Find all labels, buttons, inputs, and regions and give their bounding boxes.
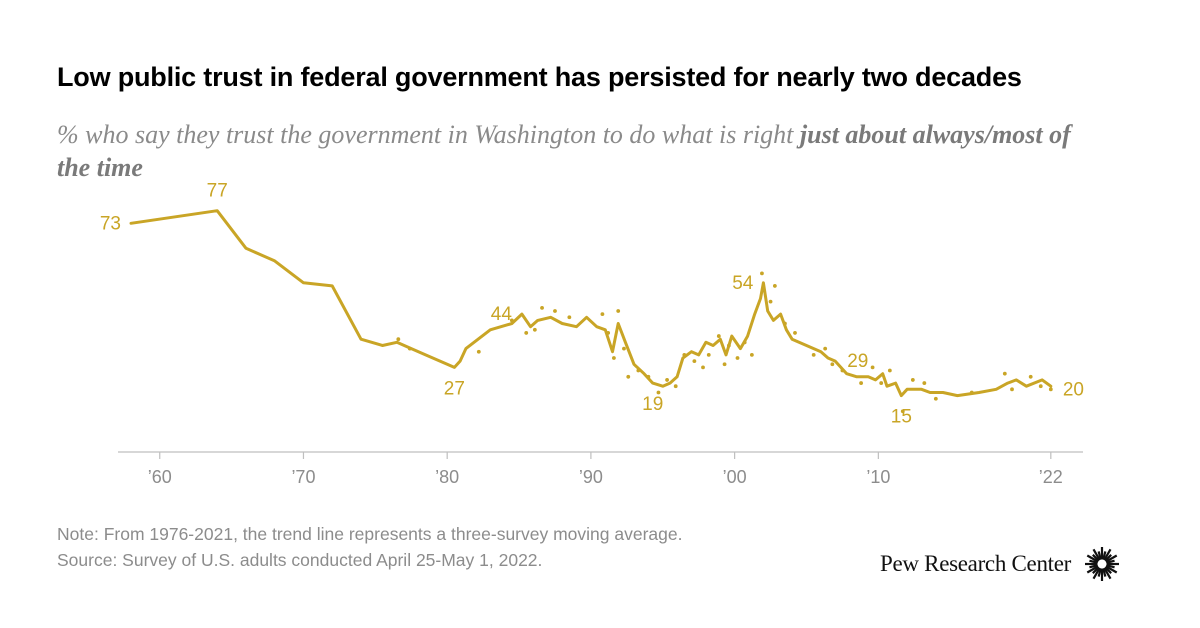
data-label: 29 <box>847 351 868 372</box>
x-tick-label: ’90 <box>579 467 603 487</box>
survey-dot <box>532 327 537 332</box>
brand-name: Pew Research Center <box>880 551 1072 576</box>
data-label: 15 <box>891 407 912 428</box>
logo-ray <box>1089 564 1098 569</box>
survey-dot <box>1010 387 1014 392</box>
note-text: Note: From 1976-2021, the trend line rep… <box>57 524 683 544</box>
survey-dot <box>900 409 905 414</box>
subtitle-plain: % who say they trust the government in W… <box>57 120 800 149</box>
survey-dot <box>772 284 777 288</box>
data-label: 54 <box>732 273 754 294</box>
x-tick-label: ’22 <box>1039 467 1063 487</box>
survey-dot <box>626 374 631 379</box>
survey-dot <box>749 352 754 357</box>
logo-ray <box>1097 568 1102 577</box>
logo-ray <box>1102 568 1107 577</box>
survey-dot <box>811 352 816 357</box>
logo-ray <box>1105 565 1118 574</box>
logo-ray <box>1106 559 1115 564</box>
survey-dot <box>887 368 892 373</box>
survey-dot <box>616 309 621 313</box>
survey-dot <box>859 381 864 385</box>
logo-ray <box>1092 566 1100 574</box>
survey-dot <box>476 349 481 354</box>
survey-dot <box>793 331 797 335</box>
logo-ray <box>1092 567 1101 580</box>
survey-dot <box>830 362 835 367</box>
logo-ray <box>1103 567 1112 580</box>
survey-dot <box>722 362 727 367</box>
chart-title: Low public trust in federal government h… <box>57 62 1022 92</box>
survey-dot <box>600 312 605 317</box>
logo-ray <box>1086 565 1099 574</box>
logo-ray <box>1102 551 1107 560</box>
logo-ray <box>1103 548 1112 561</box>
survey-dot <box>933 396 938 401</box>
survey-dot <box>1048 387 1053 392</box>
survey-dot <box>524 331 529 335</box>
data-label: 19 <box>642 394 663 415</box>
source-text: Source: Survey of U.S. adults conducted … <box>57 550 543 570</box>
data-labels: 73 77 27 44 19 54 29 15 20 <box>100 181 1084 428</box>
logo-ray <box>1092 548 1101 561</box>
survey-dot <box>760 271 764 276</box>
survey-dot <box>1038 384 1043 389</box>
survey-dot <box>540 305 544 310</box>
survey-dot <box>879 381 884 385</box>
survey-dots <box>396 271 1053 414</box>
logo-ray <box>1104 566 1112 574</box>
survey-dot <box>716 334 721 338</box>
survey-dot <box>922 381 927 385</box>
survey-dot <box>1002 371 1007 376</box>
survey-dot <box>673 384 678 389</box>
survey-dot <box>768 299 773 304</box>
trend-line-layer <box>129 209 1053 398</box>
x-tick-label: ’70 <box>291 467 315 487</box>
data-label: 77 <box>207 181 228 202</box>
survey-dot <box>656 390 661 395</box>
logo-ray <box>1105 554 1118 563</box>
x-tick-label: ’10 <box>866 467 890 487</box>
x-axis: ’60 ’70 ’80 ’90 ’00 ’10 ’22 <box>118 451 1083 487</box>
brand: Pew Research Center <box>880 545 1121 583</box>
survey-dot <box>910 378 915 382</box>
survey-dot <box>706 352 711 357</box>
footnotes: Note: From 1976-2021, the trend line rep… <box>57 521 682 573</box>
trend-line <box>129 209 1053 398</box>
survey-dot <box>692 359 697 364</box>
logo-ray <box>1106 564 1115 569</box>
survey-dot <box>622 346 626 351</box>
logo-ray <box>1092 554 1100 562</box>
logo-ray <box>1104 554 1112 562</box>
pew-sunburst-logo-icon <box>1085 547 1120 581</box>
survey-dot <box>823 346 828 351</box>
logo-ray <box>1086 554 1099 563</box>
logo-ray <box>1097 551 1102 560</box>
x-tick-label: ’00 <box>723 467 747 487</box>
survey-dot <box>665 378 669 382</box>
survey-dot <box>701 365 705 370</box>
x-tick-label: ’80 <box>435 467 459 487</box>
survey-dot <box>870 365 875 370</box>
survey-dot <box>396 337 401 342</box>
data-label: 27 <box>444 378 465 399</box>
x-tick-label: ’60 <box>148 467 172 487</box>
survey-dot <box>567 315 572 320</box>
survey-dot <box>612 356 616 360</box>
survey-dot <box>1028 374 1033 379</box>
subtitle-bold: just about always/most of the time <box>57 120 1071 182</box>
survey-dot <box>553 309 557 313</box>
data-label: 73 <box>100 213 121 234</box>
chart-subtitle: % who say they trust the government in W… <box>57 118 1097 184</box>
survey-dot <box>735 356 740 360</box>
data-label: 20 <box>1063 379 1084 400</box>
data-label: 44 <box>491 304 513 325</box>
logo-ray <box>1089 559 1098 564</box>
